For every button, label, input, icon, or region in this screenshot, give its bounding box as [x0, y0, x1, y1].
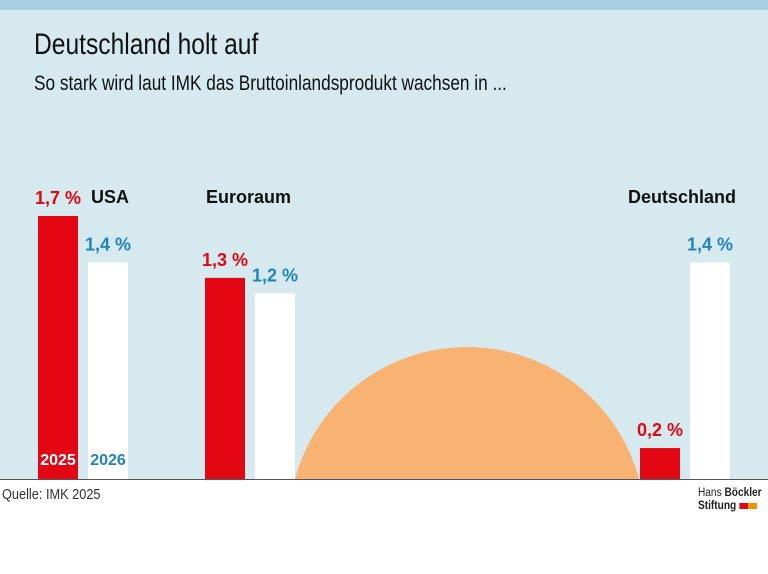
bar-usa-2026: [88, 262, 128, 479]
category-label-deutschland: Deutschland: [628, 187, 736, 207]
chart-title: Deutschland holt auf: [34, 28, 259, 61]
baseline: [0, 479, 768, 480]
bar-chart: 1,7 % 1,4 % 1,3 %1,2 % 0,2 % 1,4 % USA Eurorau…: [35, 187, 736, 479]
logo-text-boeckler: Böckler: [724, 487, 762, 499]
bar-usa-2025: [38, 216, 78, 479]
category-label-euroraum: Euroraum: [206, 187, 291, 207]
bar-euroraum-2025: [205, 277, 245, 479]
legend-2026: 2026: [90, 452, 126, 469]
value-label-euroraum-2025: 1,3 %: [202, 250, 248, 270]
chart-subtitle: So stark wird laut IMK das Bruttoinlands…: [34, 72, 507, 95]
value-label-deutschland-2026: 1,4 %: [687, 234, 733, 254]
source-note: Quelle: IMK 2025: [2, 486, 101, 503]
hans-boeckler-logo: Hans Böckler Stiftung: [698, 487, 762, 513]
legend-2025: 2025: [40, 452, 76, 469]
value-label-deutschland-2025: 0,2 %: [637, 420, 683, 440]
sun-shape: [295, 346, 639, 479]
logo-red-square: [739, 502, 748, 509]
value-label-usa-2025: 1,7 %: [35, 188, 81, 208]
bar-euroraum-2026: [255, 293, 295, 479]
bar-deutschland-2026: [690, 262, 730, 479]
logo-text-stiftung: Stiftung: [698, 500, 737, 512]
value-label-euroraum-2026: 1,2 %: [252, 265, 298, 285]
logo-text-hans: Hans: [698, 487, 722, 499]
category-label-usa: USA: [91, 187, 129, 207]
top-strip: [0, 0, 768, 10]
logo-orange-square: [747, 502, 757, 509]
value-label-usa-2026: 1,4 %: [85, 234, 131, 254]
bar-deutschland-2025: [640, 448, 680, 479]
